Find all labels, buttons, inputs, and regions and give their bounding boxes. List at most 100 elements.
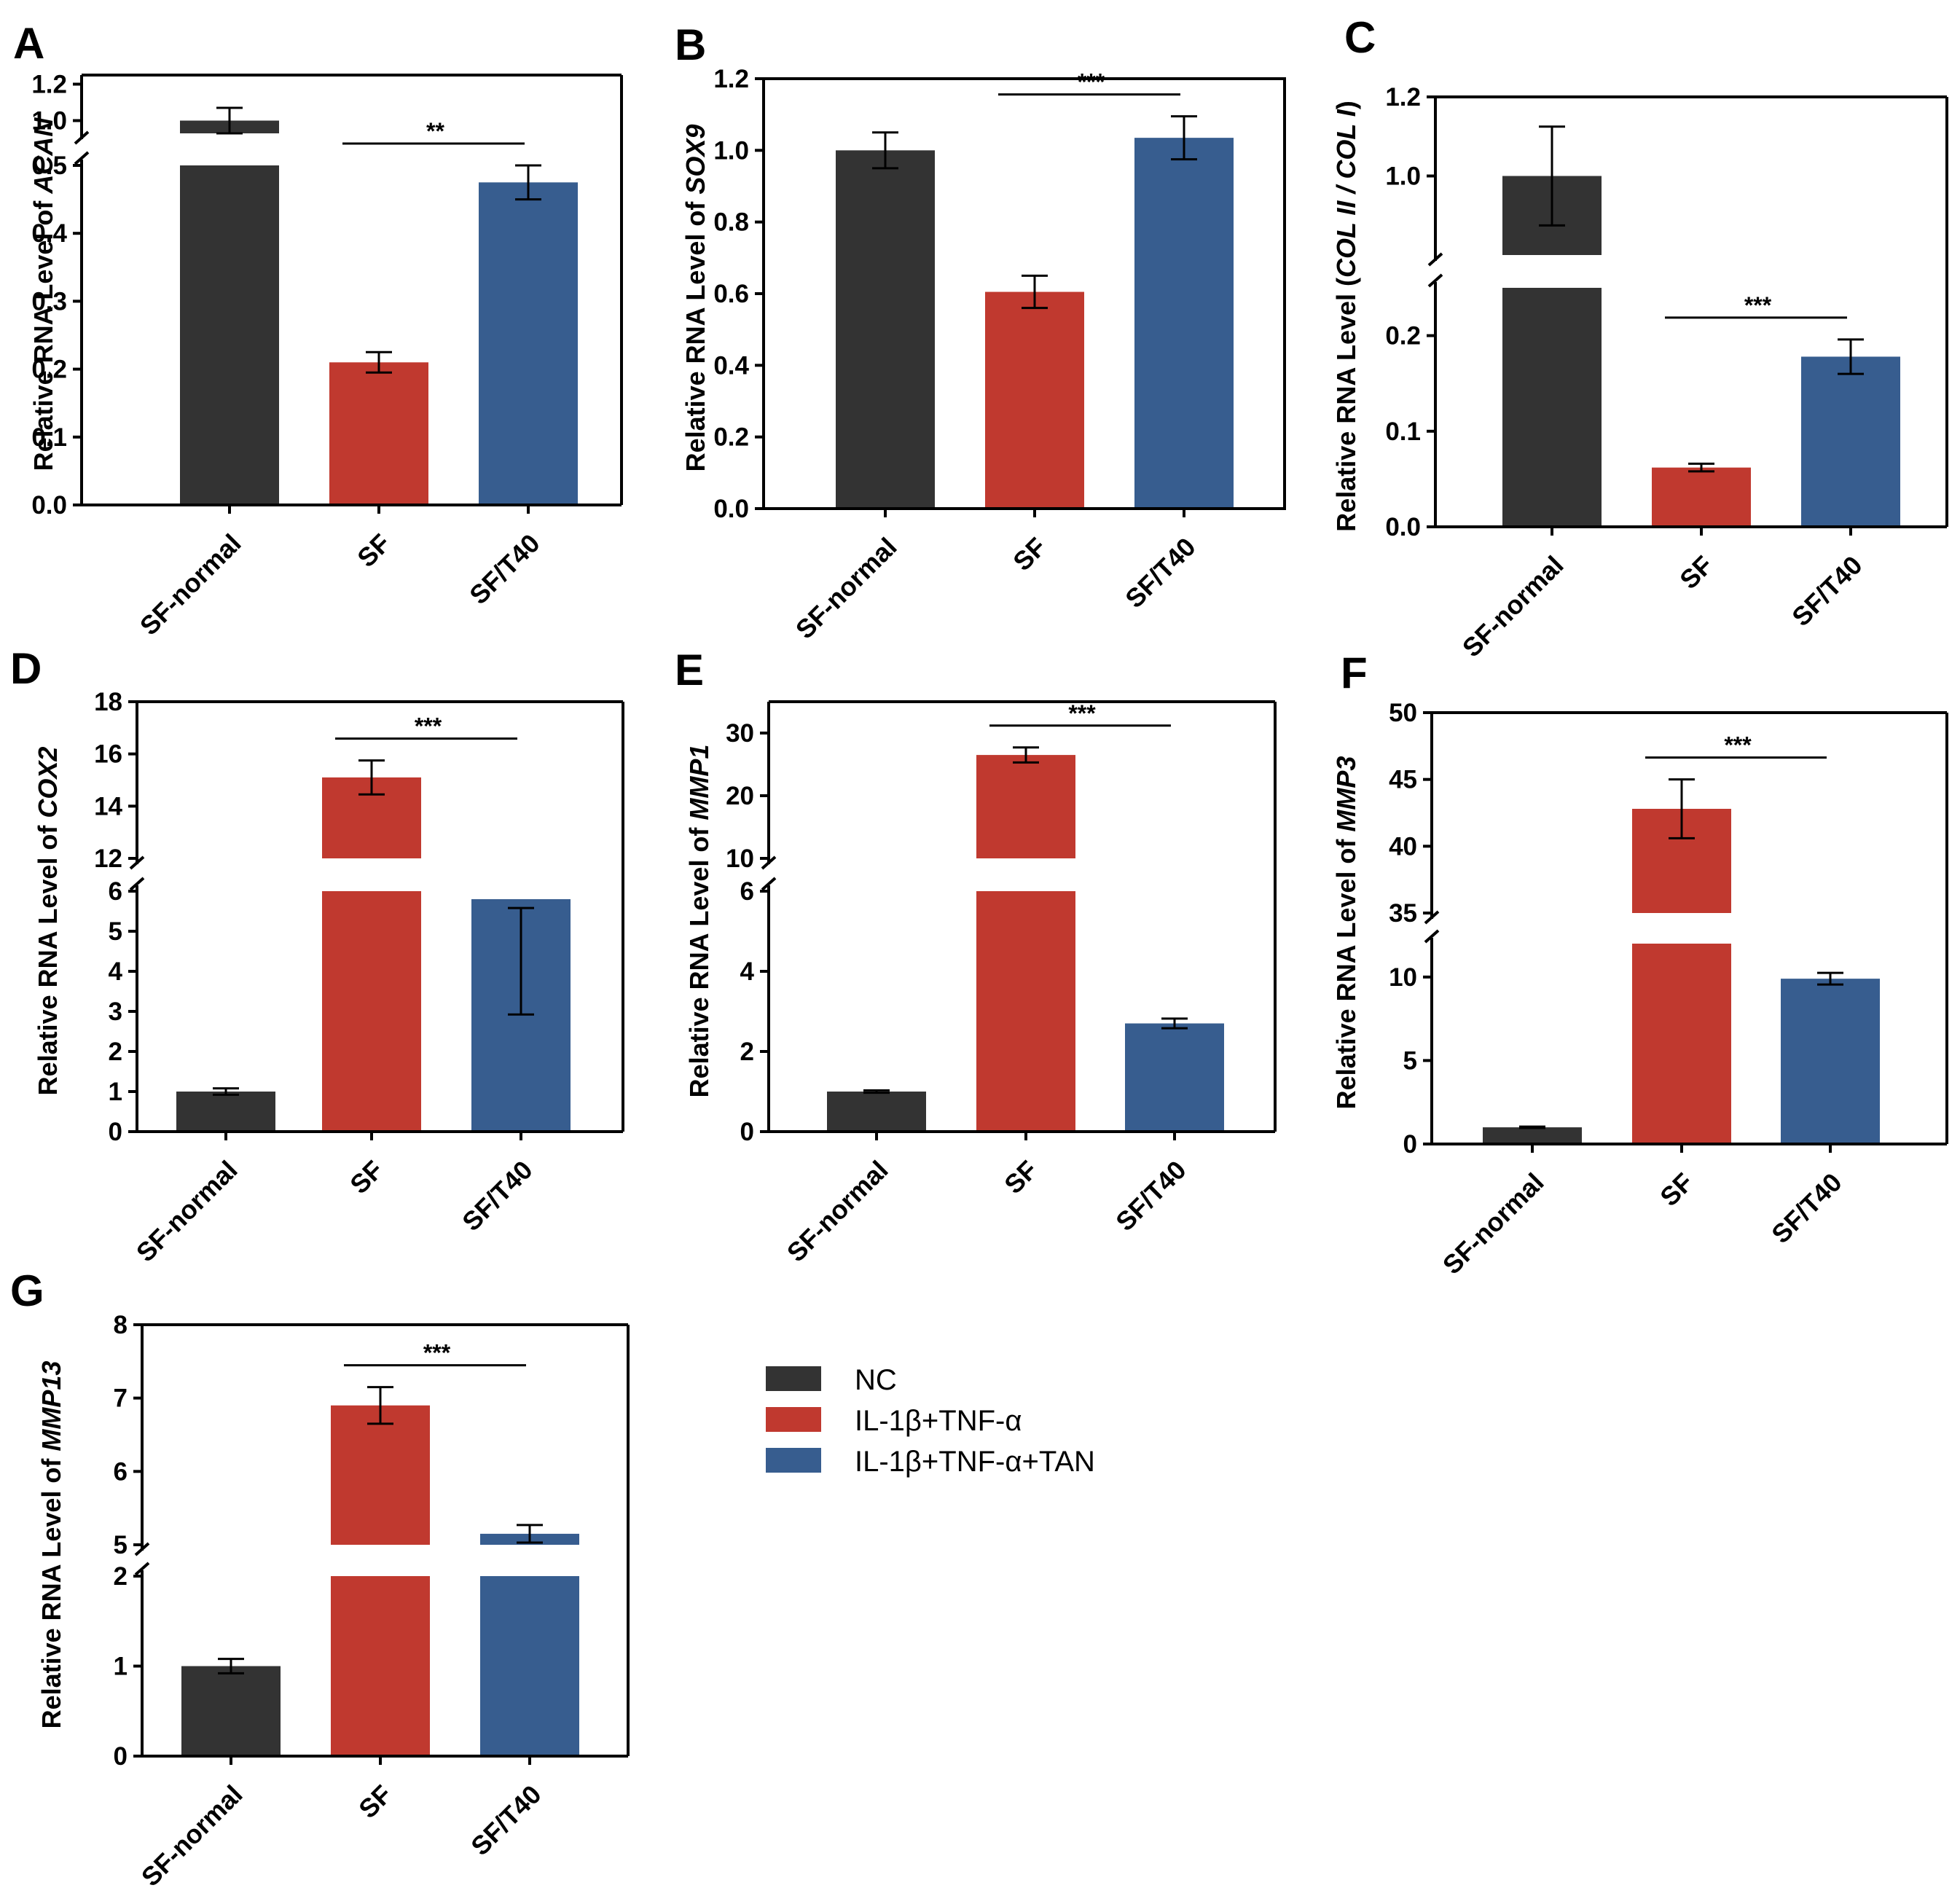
axis-break-mark — [134, 1542, 150, 1556]
y-tick-label: 18 — [94, 688, 122, 716]
y-tick-label: 50 — [1389, 699, 1417, 727]
y-tick-label: 40 — [1389, 832, 1417, 861]
x-tick-label: SF — [351, 528, 396, 573]
y-tick-label: 0.0 — [713, 495, 749, 523]
axis-break-mark — [1427, 273, 1443, 288]
y-axis-label-gene: ACAN — [28, 117, 58, 195]
axis-break-mark — [761, 877, 777, 891]
chart-panel-E: E 0 2 4 6 10 20 30 SF-normal SF SF/T40 Relative RNA… — [675, 646, 1277, 1268]
bar-sf-t40-lower — [480, 1576, 579, 1756]
x-tick-label: SF-normal — [130, 1155, 243, 1268]
y-tick-label: 1.2 — [713, 65, 749, 93]
y-tick-label: 7 — [114, 1384, 128, 1413]
x-tick-label: SF — [353, 1779, 398, 1825]
y-tick-label: 0.4 — [713, 351, 749, 380]
error-bar — [213, 1087, 239, 1096]
x-tick-label: SF — [1674, 550, 1719, 595]
y-axis-label-gene: MMP13 — [36, 1361, 66, 1452]
x-tick-label: SF — [344, 1155, 389, 1200]
y-tick-label: 0.0 — [31, 491, 67, 520]
x-tick-label: SF-normal — [1457, 550, 1569, 663]
x-tick-label: SF/T40 — [463, 528, 545, 610]
x-tick-label: SF — [998, 1155, 1043, 1200]
y-tick-label: 1.0 — [1385, 162, 1421, 191]
y-tick-label: 12 — [94, 845, 122, 873]
y-axis-label-gene: MMP1 — [684, 745, 714, 820]
y-axis-label-prefix: Relative RNA Level of — [28, 194, 58, 471]
y-tick-label: 0 — [1403, 1130, 1417, 1159]
y-tick-label: 0 — [109, 1118, 122, 1146]
significance-label: *** — [1068, 700, 1096, 726]
error-bar — [366, 350, 392, 374]
legend-label: NC — [855, 1364, 897, 1396]
y-tick-label: 20 — [726, 782, 754, 810]
y-tick-label: 1 — [109, 1078, 122, 1106]
y-axis-label-prefix: Relative RNA Level of — [681, 195, 710, 472]
error-bar — [1838, 338, 1864, 375]
panel-label: A — [13, 19, 44, 68]
axis-break-mark — [1427, 252, 1443, 267]
legend-label: IL-1β+TNF-α+TAN — [855, 1446, 1095, 1478]
error-bar — [1171, 115, 1197, 161]
bar-sf — [329, 362, 428, 505]
y-tick-label: 0.3 — [31, 287, 67, 316]
error-bar — [1688, 462, 1714, 473]
chart-panel-F: F 0 5 10 35 40 45 50 SF-normal SF SF/T40 Relative R… — [1331, 649, 1948, 1280]
bar-sf-normal — [836, 150, 935, 509]
bar-sf — [985, 291, 1084, 509]
y-axis-label-prefix: Relative RNA Level of — [36, 1452, 66, 1729]
x-tick-label: SF — [1654, 1167, 1699, 1213]
y-axis-label-suffix: ) — [1331, 101, 1361, 109]
x-tick-label: SF/T40 — [456, 1155, 538, 1237]
y-tick-label: 0.1 — [1385, 418, 1421, 446]
y-tick-label: 0.2 — [713, 423, 749, 452]
axis-break-mark — [74, 151, 90, 165]
y-tick-label: 3 — [109, 998, 122, 1026]
y-tick-label: 30 — [726, 719, 754, 748]
error-bar — [515, 164, 541, 201]
legend: NC IL-1β+TNF-α IL-1β+TNF-α+TAN — [766, 1364, 1095, 1478]
x-tick-label: SF/T40 — [1786, 550, 1867, 632]
panel-label: D — [10, 644, 42, 693]
panel-label: E — [675, 646, 704, 694]
y-tick-label: 14 — [94, 792, 122, 820]
y-axis-label: Relative RNA Level of MMP1 — [684, 745, 714, 1098]
x-tick-label: SF — [1007, 532, 1052, 577]
x-tick-label: SF/T40 — [1119, 532, 1201, 614]
error-bar — [1022, 274, 1048, 310]
y-axis-label: Relative RNA Level of MMP13 — [36, 1361, 66, 1729]
bar-sf-normal-lower — [1502, 288, 1602, 527]
x-tick-label: SF-normal — [781, 1155, 894, 1268]
axes-frame — [1424, 711, 1948, 1145]
axis-break-mark — [74, 130, 90, 145]
y-axis-label: Relative RNA Level of ACAN — [28, 117, 58, 471]
error-bar — [216, 106, 243, 135]
axes-frame — [761, 700, 1277, 1133]
y-tick-label: 0.5 — [31, 152, 67, 180]
y-axis-label-prefix: Relative RNA Level of — [33, 818, 63, 1096]
x-tick-label: SF/T40 — [465, 1779, 546, 1861]
error-bar — [1539, 125, 1565, 227]
y-tick-label: 10 — [1389, 963, 1417, 992]
y-axis-label-prefix: Relative RNA Level of — [1331, 832, 1361, 1110]
chart-panel-C: C 0.0 0.1 0.2 1.0 1.2 SF-normal SF SF/T40 Relativ… — [1331, 13, 1948, 663]
error-bar — [367, 1386, 393, 1425]
y-tick-label: 4 — [740, 957, 755, 986]
panel-label: C — [1344, 13, 1376, 62]
y-tick-label: 1.2 — [31, 71, 67, 99]
x-tick-label: SF/T40 — [1765, 1167, 1847, 1249]
x-tick-label: SF/T40 — [1110, 1155, 1191, 1237]
y-axis-label: Relative RNA Level of COX2 — [33, 747, 63, 1096]
bar-sf-t40 — [1781, 979, 1880, 1144]
error-bar — [872, 131, 898, 170]
bar-sf-lower — [331, 1576, 430, 1756]
y-tick-label: 6 — [740, 877, 754, 906]
panel-label: F — [1341, 649, 1368, 697]
y-axis-label: Relative RNA Level of SOX9 — [681, 125, 710, 472]
y-tick-label: 2 — [740, 1038, 754, 1066]
y-axis-label-prefix: Relative RNA Level ( — [1331, 278, 1361, 532]
y-tick-label: 0 — [114, 1742, 128, 1771]
bar-sf-t40 — [1801, 356, 1900, 527]
y-axis-label-gene: COL II / COL I — [1331, 109, 1361, 278]
y-tick-label: 5 — [1403, 1046, 1417, 1075]
